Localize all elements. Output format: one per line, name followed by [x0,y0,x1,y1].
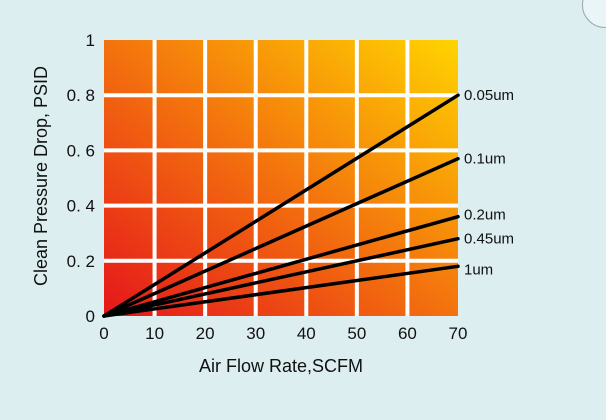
x-tick-label: 60 [398,324,417,343]
series-label: 0.1um [464,151,506,168]
series-labels: 0.05um 0.1um 0.2um 0.45um 1um [464,87,514,278]
y-tick-label: 0. 8 [67,86,95,105]
grid [104,40,458,316]
series-line [102,214,460,318]
y-tick-label: 0. 6 [67,141,95,160]
x-tick-label: 20 [196,324,215,343]
series-line [102,236,460,318]
y-tick-label: 1 [86,31,95,50]
y-tick-label: 0. 2 [67,252,95,271]
series-line [102,156,460,318]
x-tick-label: 70 [449,324,468,343]
x-tick-label: 40 [297,324,316,343]
x-tick-label: 30 [246,324,265,343]
series-label: 0.05um [464,87,514,104]
series-line [102,264,460,318]
series-label: 0.2um [464,207,506,224]
y-tick-label: 0. 4 [67,197,95,216]
y-tick-label: 0 [86,307,95,326]
x-tick-label: 0 [99,324,108,343]
series-line [102,93,460,318]
y-axis-title: Clean Pressure Drop, PSID [31,66,51,286]
x-axis-title: Air Flow Rate,SCFM [199,356,363,376]
series-label: 0.45um [464,231,514,248]
y-axis-ticks: 0 0. 2 0. 4 0. 6 0. 8 1 [67,31,95,326]
plot-area [104,40,458,316]
series-label: 1um [464,261,493,278]
x-tick-label: 50 [347,324,366,343]
x-tick-label: 10 [145,324,164,343]
x-axis-ticks: 0 10 20 30 40 50 60 70 [99,324,467,343]
series-lines [102,93,460,318]
